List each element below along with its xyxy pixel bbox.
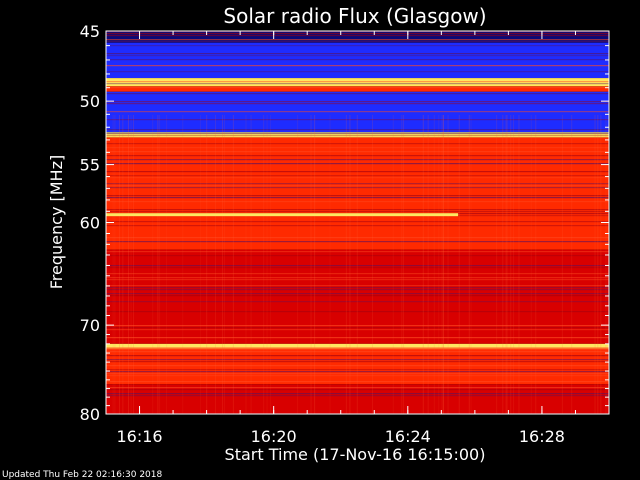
y-tick-label-4: 70 xyxy=(80,316,100,335)
x-tick-label-1: 16:20 xyxy=(251,427,297,446)
updated-timestamp: Updated Thu Feb 22 02:16:30 2018 xyxy=(2,470,163,480)
y-tick-label-2: 55 xyxy=(80,156,100,175)
y-axis-title: Frequency [MHz] xyxy=(47,155,66,289)
x-tick-label-3: 16:28 xyxy=(519,427,565,446)
band-9 xyxy=(106,348,609,385)
spectrogram-texture xyxy=(106,31,609,415)
x-tick-label-0: 16:16 xyxy=(116,427,162,446)
band-8 xyxy=(106,343,609,349)
x-axis: 16:16 16:20 16:24 16:28 xyxy=(105,31,610,446)
band-2 xyxy=(106,78,609,87)
burst-0 xyxy=(106,213,459,217)
x-axis-title: Start Time (17-Nov-16 16:15:00) xyxy=(225,445,486,464)
band-5 xyxy=(106,132,609,138)
y-axis: 45 50 55 60 70 80 xyxy=(80,22,609,424)
y-tick-label-3: 60 xyxy=(80,214,100,233)
chart-title: Solar radio Flux (Glasgow) xyxy=(223,4,486,28)
plot-area xyxy=(106,31,609,415)
y-tick-label-5: 80 xyxy=(80,405,100,424)
band-3 xyxy=(106,86,609,92)
x-tick-label-2: 16:24 xyxy=(385,427,431,446)
band-1 xyxy=(106,42,609,79)
y-tick-label-0: 45 xyxy=(80,22,100,41)
y-tick-label-1: 50 xyxy=(80,92,100,111)
band-0 xyxy=(106,31,609,43)
band-4 xyxy=(106,91,609,133)
